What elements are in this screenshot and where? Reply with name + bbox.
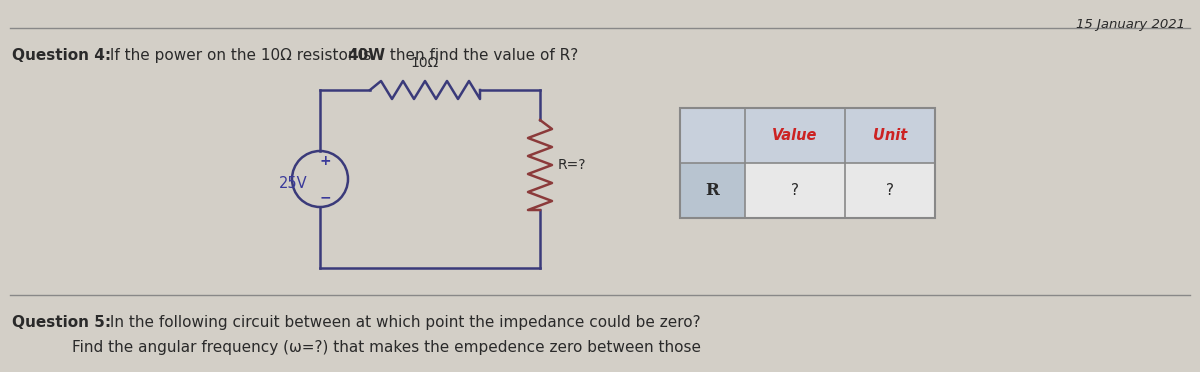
Text: If the power on the 10Ω resistor is: If the power on the 10Ω resistor is — [106, 48, 377, 63]
Text: ?: ? — [886, 183, 894, 198]
Text: Question 4:: Question 4: — [12, 48, 112, 63]
Text: 25V: 25V — [280, 176, 308, 192]
Text: 15 January 2021: 15 January 2021 — [1076, 18, 1186, 31]
Text: R=?: R=? — [558, 158, 587, 172]
Text: ?: ? — [791, 183, 799, 198]
Bar — [680, 163, 745, 218]
Bar — [680, 108, 935, 218]
Text: Value: Value — [773, 128, 817, 143]
Bar — [745, 163, 935, 218]
Text: R: R — [706, 182, 719, 199]
Bar — [680, 108, 745, 163]
Text: +: + — [319, 154, 331, 168]
Text: 10Ω: 10Ω — [410, 56, 439, 70]
Text: 40W: 40W — [347, 48, 385, 63]
Text: Find the angular frequency (ω=?) that makes the empedence zero between those: Find the angular frequency (ω=?) that ma… — [72, 340, 701, 355]
Text: −: − — [319, 190, 331, 204]
Text: then find the value of R?: then find the value of R? — [385, 48, 578, 63]
Text: Question 5:: Question 5: — [12, 315, 112, 330]
Text: Unit: Unit — [872, 128, 907, 143]
Text: In the following circuit between at which point the impedance could be zero?: In the following circuit between at whic… — [106, 315, 701, 330]
Bar — [745, 108, 935, 163]
